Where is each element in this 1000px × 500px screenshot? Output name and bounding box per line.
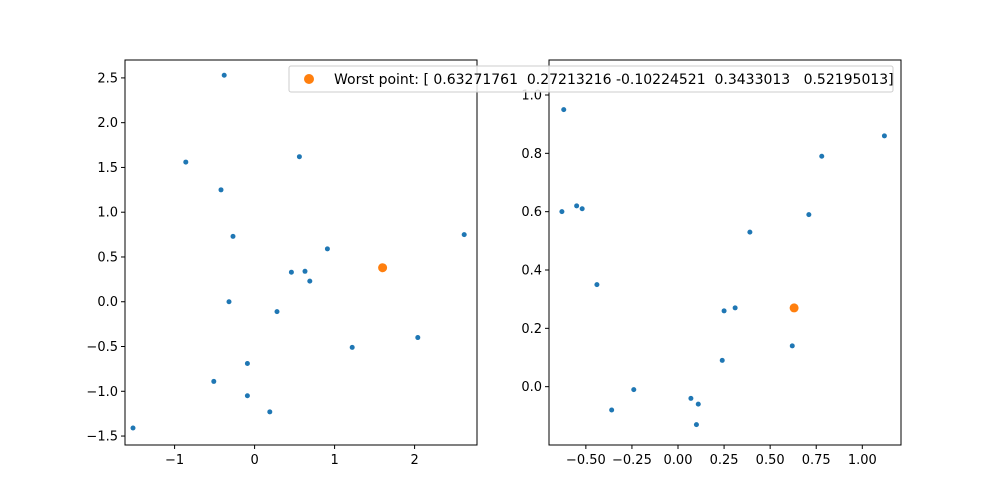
worst-point-marker bbox=[789, 303, 799, 313]
data-point bbox=[244, 393, 250, 399]
data-point bbox=[415, 335, 421, 341]
y-tick-label: 0.4 bbox=[521, 264, 542, 279]
data-point bbox=[218, 187, 224, 193]
x-tick-label: 1.00 bbox=[848, 453, 877, 468]
data-point bbox=[244, 361, 250, 367]
data-point bbox=[349, 344, 355, 350]
legend-label: Worst point: [ 0.63271761 0.27213216 -0.… bbox=[334, 72, 894, 88]
x-tick-label: 0.25 bbox=[710, 453, 739, 468]
data-point bbox=[561, 107, 567, 113]
x-tick-label: 2 bbox=[410, 453, 418, 468]
data-point bbox=[789, 343, 795, 349]
data-point bbox=[226, 299, 232, 305]
legend: Worst point: [ 0.63271761 0.27213216 -0.… bbox=[288, 65, 894, 93]
x-tick-label: −0.25 bbox=[612, 453, 652, 468]
data-point bbox=[747, 229, 753, 235]
data-point bbox=[819, 153, 825, 159]
data-point bbox=[230, 233, 236, 239]
y-tick-label: 0.8 bbox=[521, 147, 542, 162]
data-point bbox=[719, 357, 725, 363]
data-point bbox=[594, 282, 600, 288]
data-point bbox=[631, 387, 637, 393]
data-point bbox=[721, 308, 727, 314]
x-tick-label: −0.50 bbox=[566, 453, 606, 468]
x-tick-label: 0.75 bbox=[802, 453, 831, 468]
x-tick-label: 0.50 bbox=[756, 453, 785, 468]
data-point bbox=[288, 269, 294, 275]
y-tick-label: −1.0 bbox=[86, 385, 118, 400]
y-tick-label: 0.0 bbox=[97, 295, 118, 310]
axes-frame bbox=[124, 59, 478, 446]
y-tick-label: −1.5 bbox=[86, 430, 118, 445]
data-point bbox=[274, 309, 280, 315]
data-point bbox=[211, 378, 217, 384]
x-tick-label: 0 bbox=[250, 453, 258, 468]
left-scatter-panel: −1 0 1 2 −1.5 −1.0 −0.5 0.0 0.5 1.0 1.5 2.0 2.5 bbox=[86, 59, 478, 468]
data-point bbox=[324, 246, 330, 252]
y-tick-label: 2.0 bbox=[97, 116, 118, 131]
data-point bbox=[881, 133, 887, 139]
data-point bbox=[461, 232, 467, 238]
legend-frame bbox=[288, 65, 894, 93]
worst-point-marker bbox=[378, 263, 388, 273]
y-tick-label: 0.5 bbox=[97, 250, 118, 265]
data-point bbox=[221, 72, 227, 78]
x-tick-label: 1 bbox=[330, 453, 338, 468]
y-tick-label: 0.2 bbox=[521, 322, 542, 337]
data-point bbox=[609, 407, 615, 413]
data-point bbox=[806, 212, 812, 218]
y-tick-label: 1.0 bbox=[97, 206, 118, 221]
data-point bbox=[296, 154, 302, 160]
y-tick-label: 1.5 bbox=[97, 161, 118, 176]
data-point bbox=[695, 401, 701, 407]
data-point bbox=[579, 206, 585, 212]
data-point bbox=[302, 268, 308, 274]
data-point bbox=[267, 409, 273, 415]
x-tick-label: 0.00 bbox=[664, 453, 693, 468]
y-tick-label: 0.0 bbox=[521, 380, 542, 395]
data-point bbox=[559, 209, 565, 215]
data-point bbox=[574, 203, 580, 209]
data-point bbox=[688, 395, 694, 401]
y-tick-label: 0.6 bbox=[521, 205, 542, 220]
data-point bbox=[307, 278, 313, 284]
y-tick-label: −0.5 bbox=[86, 340, 118, 355]
data-point bbox=[130, 425, 136, 431]
data-point bbox=[183, 159, 189, 165]
axes-frame bbox=[548, 59, 902, 446]
data-point bbox=[693, 422, 699, 428]
x-tick-label: −1 bbox=[165, 453, 184, 468]
y-tick-label: 2.5 bbox=[97, 71, 118, 86]
legend-marker bbox=[304, 74, 314, 84]
data-point bbox=[732, 305, 738, 311]
right-scatter-panel: −0.50 −0.25 0.00 0.25 0.50 0.75 1.00 0.0 0.2 0.4 0… bbox=[521, 59, 902, 468]
